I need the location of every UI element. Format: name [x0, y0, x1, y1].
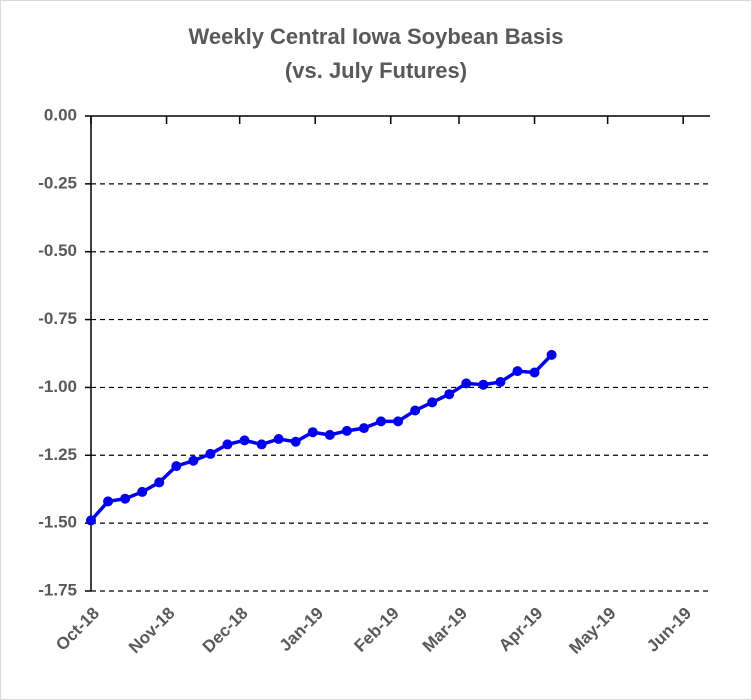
point [290, 436, 301, 447]
point [461, 378, 472, 389]
y-tick-label: -0.75 [38, 309, 77, 328]
chart-title: Weekly Central Iowa Soybean Basis [189, 24, 564, 49]
y-tick-label: -1.25 [38, 445, 77, 464]
point [444, 389, 455, 400]
y-tick-label: -1.00 [38, 377, 77, 396]
point [546, 349, 557, 360]
point [427, 397, 438, 408]
y-tick-label: -0.25 [38, 173, 77, 192]
y-tick-label: -1.50 [38, 513, 77, 532]
y-tick-label: -1.75 [38, 580, 77, 599]
point [171, 461, 182, 472]
point [478, 379, 489, 390]
point [137, 486, 148, 497]
point [239, 435, 250, 446]
point [307, 427, 318, 438]
y-tick-label: 0.00 [44, 105, 77, 124]
point [273, 434, 284, 444]
chart-subtitle: (vs. July Futures) [285, 58, 467, 83]
point [341, 425, 352, 436]
point [154, 477, 165, 488]
point [410, 405, 421, 416]
point [86, 515, 96, 526]
point [495, 377, 506, 387]
point [529, 367, 540, 378]
point [120, 493, 131, 504]
y-tick-label: -0.50 [38, 241, 77, 260]
series-line [89, 353, 553, 522]
point [222, 439, 233, 450]
point [256, 439, 267, 450]
point [358, 423, 369, 434]
point [393, 416, 404, 427]
point [103, 496, 114, 507]
point [324, 429, 335, 440]
point [188, 455, 199, 466]
point [512, 366, 523, 377]
point [376, 416, 387, 427]
point [205, 448, 216, 459]
